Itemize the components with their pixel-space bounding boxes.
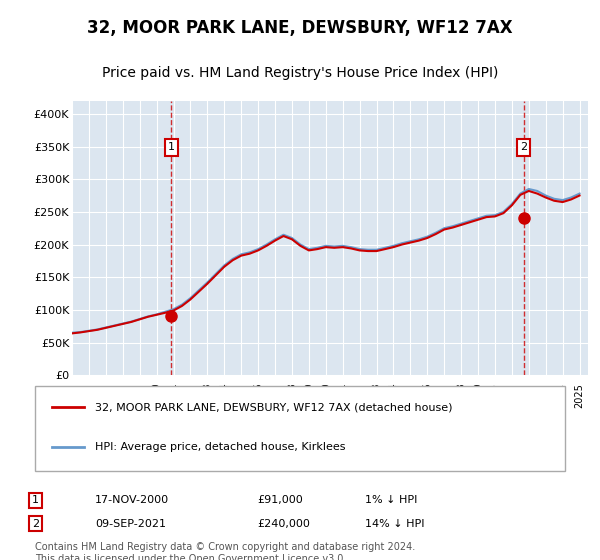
Text: 32, MOOR PARK LANE, DEWSBURY, WF12 7AX (detached house): 32, MOOR PARK LANE, DEWSBURY, WF12 7AX (…	[95, 403, 452, 413]
Text: 1% ↓ HPI: 1% ↓ HPI	[365, 495, 417, 505]
Text: 14% ↓ HPI: 14% ↓ HPI	[365, 519, 424, 529]
Text: HPI: Average price, detached house, Kirklees: HPI: Average price, detached house, Kirk…	[95, 442, 346, 452]
Text: £91,000: £91,000	[257, 495, 302, 505]
FancyBboxPatch shape	[35, 385, 565, 472]
Text: Contains HM Land Registry data © Crown copyright and database right 2024.
This d: Contains HM Land Registry data © Crown c…	[35, 542, 416, 560]
Text: £240,000: £240,000	[257, 519, 310, 529]
Text: 32, MOOR PARK LANE, DEWSBURY, WF12 7AX: 32, MOOR PARK LANE, DEWSBURY, WF12 7AX	[87, 19, 513, 37]
Text: Price paid vs. HM Land Registry's House Price Index (HPI): Price paid vs. HM Land Registry's House …	[102, 66, 498, 80]
Text: 1: 1	[168, 142, 175, 152]
Text: 09-SEP-2021: 09-SEP-2021	[95, 519, 166, 529]
Text: 2: 2	[32, 519, 39, 529]
Text: 2: 2	[520, 142, 527, 152]
Text: 1: 1	[32, 495, 39, 505]
Text: 17-NOV-2000: 17-NOV-2000	[95, 495, 169, 505]
